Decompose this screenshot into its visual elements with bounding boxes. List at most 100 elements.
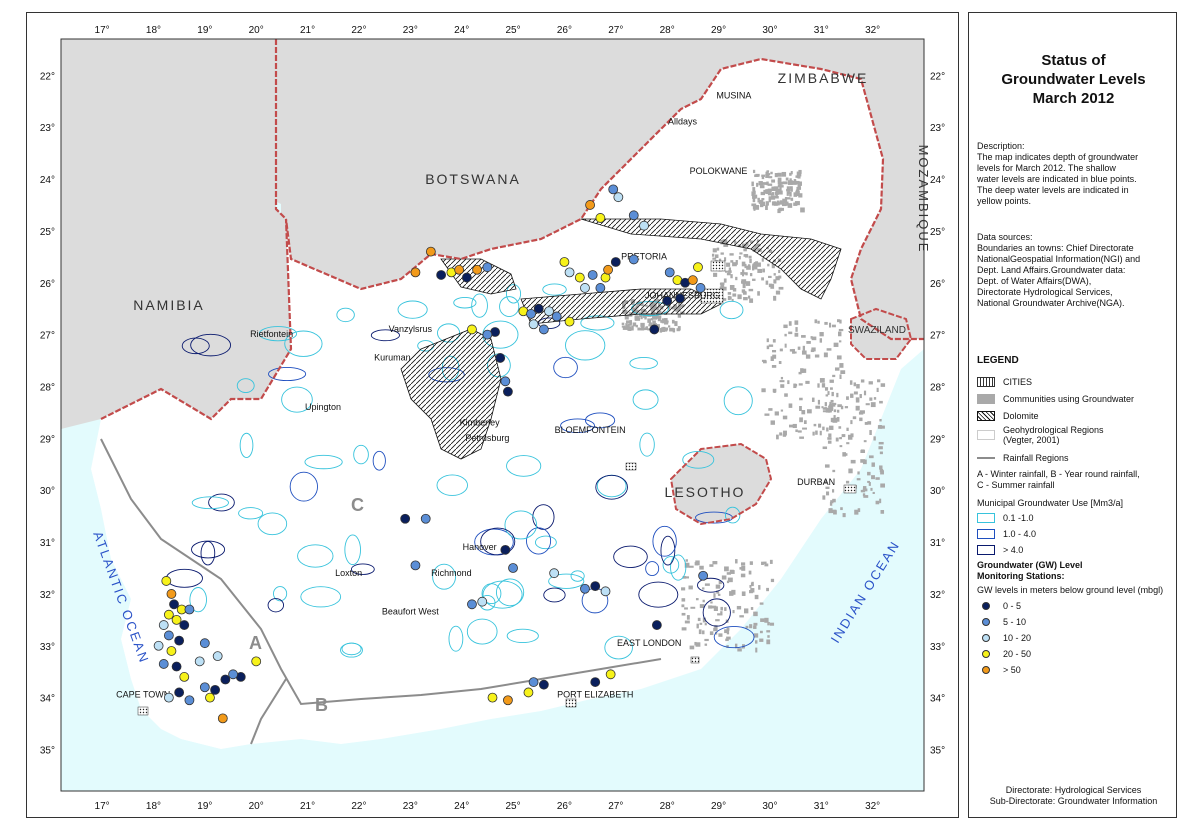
monitoring-station[interactable] xyxy=(687,275,698,286)
monitoring-station[interactable] xyxy=(675,293,685,304)
monitoring-station[interactable] xyxy=(508,563,518,573)
monitoring-station[interactable] xyxy=(210,684,221,695)
monitoring-station[interactable] xyxy=(649,324,660,335)
monitoring-station[interactable] xyxy=(163,692,174,703)
monitoring-station[interactable] xyxy=(153,640,164,651)
monitoring-station[interactable] xyxy=(595,213,606,223)
monitoring-station[interactable] xyxy=(166,646,177,656)
monitoring-station[interactable] xyxy=(454,264,465,275)
monitoring-station[interactable] xyxy=(425,246,436,257)
monitoring-station[interactable] xyxy=(523,687,534,698)
monitoring-station[interactable] xyxy=(613,192,624,203)
monitoring-station[interactable] xyxy=(212,651,223,662)
monitoring-station[interactable] xyxy=(436,270,447,280)
monitoring-station[interactable] xyxy=(251,656,262,667)
monitoring-station[interactable] xyxy=(171,614,182,625)
monitoring-station[interactable] xyxy=(467,599,477,610)
monitoring-station[interactable] xyxy=(163,630,174,641)
monitoring-station[interactable] xyxy=(184,604,195,615)
community-patch xyxy=(644,316,647,320)
monitoring-station[interactable] xyxy=(580,583,590,594)
monitoring-station[interactable] xyxy=(662,296,673,306)
monitoring-station[interactable] xyxy=(564,267,575,278)
monitoring-station[interactable] xyxy=(174,687,185,698)
monitoring-station[interactable] xyxy=(698,570,709,581)
town-label: Kuruman xyxy=(374,353,411,363)
monitoring-station[interactable] xyxy=(169,599,179,610)
monitoring-station[interactable] xyxy=(628,210,639,221)
monitoring-station[interactable] xyxy=(400,513,411,524)
monitoring-station[interactable] xyxy=(477,596,488,607)
monitoring-station[interactable] xyxy=(482,262,493,273)
community-patch xyxy=(690,606,696,609)
monitoring-station[interactable] xyxy=(605,669,616,680)
monitoring-station[interactable] xyxy=(533,303,544,314)
monitoring-station[interactable] xyxy=(526,308,536,319)
monitoring-station[interactable] xyxy=(179,672,190,682)
monitoring-station[interactable] xyxy=(544,306,554,317)
monitoring-station[interactable] xyxy=(194,656,205,667)
monitoring-station[interactable] xyxy=(651,620,662,630)
map-canvas[interactable]: NAMIBIA BOTSWANA ZIMBABWE MOZAMBIQUE SWA… xyxy=(27,13,960,819)
monitoring-station[interactable] xyxy=(600,586,611,597)
monitoring-station[interactable] xyxy=(574,272,585,283)
community-patch xyxy=(771,192,775,196)
community-patch xyxy=(724,257,727,262)
lon-tick-top: 27° xyxy=(608,25,623,36)
monitoring-station[interactable] xyxy=(590,677,601,687)
monitoring-station[interactable] xyxy=(410,560,421,571)
monitoring-station[interactable] xyxy=(166,589,177,599)
municipal-swatch-3 xyxy=(977,545,995,555)
monitoring-station[interactable] xyxy=(590,581,601,592)
monitoring-station[interactable] xyxy=(161,576,172,586)
monitoring-station[interactable] xyxy=(487,692,498,703)
monitoring-station[interactable] xyxy=(205,692,215,703)
monitoring-station[interactable] xyxy=(179,620,190,630)
monitoring-station[interactable] xyxy=(528,677,539,687)
monitoring-station[interactable] xyxy=(695,283,706,293)
monitoring-station[interactable] xyxy=(158,620,169,630)
monitoring-station[interactable] xyxy=(608,184,619,195)
monitoring-station[interactable] xyxy=(228,669,238,680)
monitoring-station[interactable] xyxy=(559,257,570,267)
monitoring-station[interactable] xyxy=(693,262,703,273)
monitoring-station[interactable] xyxy=(467,324,477,335)
monitoring-station[interactable] xyxy=(158,659,169,669)
monitoring-station[interactable] xyxy=(174,635,185,646)
monitoring-station[interactable] xyxy=(461,272,472,283)
monitoring-station[interactable] xyxy=(500,376,511,387)
map-frame[interactable]: NAMIBIA BOTSWANA ZIMBABWE MOZAMBIQUE SWA… xyxy=(26,12,959,818)
monitoring-station[interactable] xyxy=(603,264,613,275)
monitoring-station[interactable] xyxy=(639,220,649,231)
monitoring-station[interactable] xyxy=(199,638,210,649)
monitoring-station[interactable] xyxy=(587,270,598,280)
monitoring-station[interactable] xyxy=(610,257,621,267)
community-patch xyxy=(827,440,832,444)
monitoring-station[interactable] xyxy=(595,283,606,293)
monitoring-station[interactable] xyxy=(184,695,195,706)
monitoring-station[interactable] xyxy=(482,329,493,340)
monitoring-station[interactable] xyxy=(580,283,590,293)
monitoring-station[interactable] xyxy=(503,695,513,706)
monitoring-station[interactable] xyxy=(171,661,182,672)
monitoring-station[interactable] xyxy=(217,713,228,724)
monitoring-station[interactable] xyxy=(495,353,506,363)
monitoring-station[interactable] xyxy=(549,568,560,579)
monitoring-station[interactable] xyxy=(538,679,549,690)
monitoring-station[interactable] xyxy=(538,324,549,335)
monitoring-station[interactable] xyxy=(664,267,675,278)
monitoring-station[interactable] xyxy=(528,319,539,330)
monitoring-station[interactable] xyxy=(564,316,575,327)
monitoring-station[interactable] xyxy=(500,544,511,555)
monitoring-station[interactable] xyxy=(220,674,231,685)
monitoring-station[interactable] xyxy=(472,264,482,275)
monitoring-station[interactable] xyxy=(410,267,421,278)
monitoring-station[interactable] xyxy=(628,254,639,265)
monitoring-station[interactable] xyxy=(585,200,596,210)
monitoring-station[interactable] xyxy=(199,682,210,693)
monitoring-station[interactable] xyxy=(163,609,174,620)
monitoring-station[interactable] xyxy=(420,513,431,524)
monitoring-station[interactable] xyxy=(503,386,513,397)
community-patch xyxy=(760,201,766,206)
monitoring-station[interactable] xyxy=(551,311,562,322)
